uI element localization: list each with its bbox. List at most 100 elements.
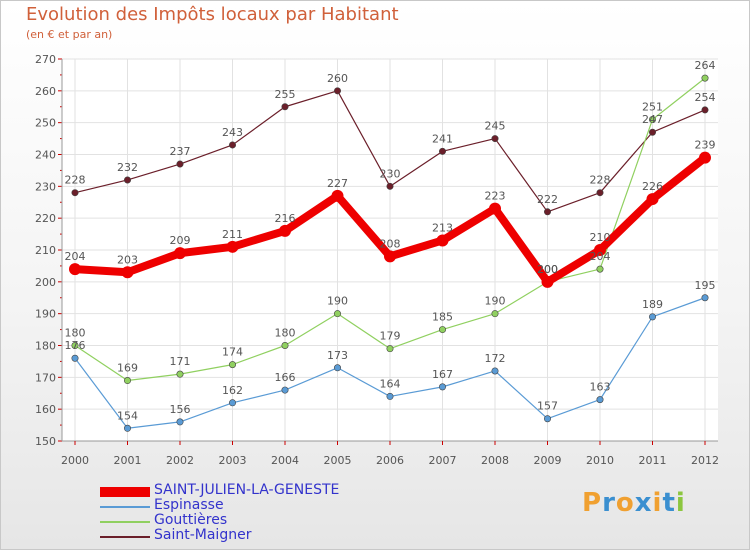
data-point xyxy=(491,310,499,318)
data-point xyxy=(648,128,656,136)
data-point xyxy=(71,341,79,349)
data-label: 164 xyxy=(380,377,401,390)
data-label: 227 xyxy=(327,177,348,190)
data-point xyxy=(491,135,499,143)
data-label: 228 xyxy=(65,174,86,187)
data-label: 185 xyxy=(432,311,453,324)
xtick-label-2011: 2011 xyxy=(639,454,667,467)
data-point xyxy=(281,386,289,394)
data-point xyxy=(386,182,394,190)
data-label: 254 xyxy=(695,91,716,104)
legend-swatch xyxy=(100,520,150,523)
legend-swatch xyxy=(100,535,150,538)
data-point xyxy=(176,160,184,168)
legend-label: Espinasse xyxy=(154,497,224,513)
data-label: 237 xyxy=(170,145,191,158)
data-label: 228 xyxy=(590,174,611,187)
data-label: 174 xyxy=(222,346,243,359)
data-point xyxy=(71,189,79,197)
data-point xyxy=(176,418,184,426)
data-label: 180 xyxy=(275,327,296,340)
legend-label: SAINT-JULIEN-LA-GENESTE xyxy=(154,482,340,498)
data-point xyxy=(699,151,711,164)
chart-subtitle: (en € et par an) xyxy=(26,28,113,41)
logo-letter: i xyxy=(675,488,686,518)
data-label: 241 xyxy=(432,132,453,145)
series-goutti-res xyxy=(71,74,709,385)
ytick-label-230: 230 xyxy=(35,180,56,193)
logo-letter: P xyxy=(582,488,603,518)
data-label: 204 xyxy=(65,250,86,263)
data-label: 210 xyxy=(590,231,611,244)
data-point xyxy=(489,202,501,215)
ytick-label-160: 160 xyxy=(35,403,56,416)
data-point xyxy=(701,74,709,82)
data-point xyxy=(543,208,551,216)
xtick-label-2002: 2002 xyxy=(166,454,194,467)
data-point xyxy=(229,361,237,369)
data-label: 223 xyxy=(485,190,506,203)
data-label: 154 xyxy=(117,409,138,422)
data-label: 179 xyxy=(380,330,401,343)
data-point xyxy=(69,263,81,276)
data-point xyxy=(281,341,289,349)
xtick-label-2012: 2012 xyxy=(691,454,719,467)
data-label: 163 xyxy=(590,381,611,394)
data-point xyxy=(386,392,394,400)
data-label: 232 xyxy=(117,161,138,174)
data-point xyxy=(701,106,709,114)
data-label: 213 xyxy=(432,221,453,234)
data-point xyxy=(229,141,237,149)
data-label: 156 xyxy=(170,403,191,416)
series-saint-maigner xyxy=(71,87,709,216)
data-label: 189 xyxy=(642,298,663,311)
data-label: 208 xyxy=(380,237,401,250)
xtick-label-2009: 2009 xyxy=(534,454,562,467)
data-point xyxy=(174,247,186,260)
data-point xyxy=(701,294,709,302)
data-point xyxy=(229,399,237,407)
logo-letter: t xyxy=(662,488,676,518)
data-point xyxy=(596,396,604,404)
data-point xyxy=(438,147,446,155)
data-label: 222 xyxy=(537,193,558,206)
labels-saint-julien-la-geneste: 204 203 209 211 216 227 208 213 223 200 210 226 239 xyxy=(65,139,716,276)
xtick-label-2010: 2010 xyxy=(586,454,614,467)
ytick-label-270: 270 xyxy=(35,53,56,66)
logo-letter: x xyxy=(634,488,653,518)
data-label: 190 xyxy=(327,295,348,308)
data-point xyxy=(226,240,239,253)
data-label: 200 xyxy=(537,263,558,276)
data-label: 171 xyxy=(170,355,191,368)
data-point xyxy=(438,326,446,334)
data-point xyxy=(279,224,291,237)
data-point xyxy=(124,424,132,432)
data-point xyxy=(386,345,394,353)
data-point xyxy=(281,103,289,111)
data-point xyxy=(176,370,184,378)
xtick-label-2008: 2008 xyxy=(481,454,509,467)
logo-letter: r xyxy=(602,488,616,518)
xtick-label-2004: 2004 xyxy=(271,454,299,467)
data-label: 260 xyxy=(327,72,348,85)
ytick-label-240: 240 xyxy=(35,149,56,162)
data-point xyxy=(646,193,659,206)
proxiti-logo: Proxiti xyxy=(582,488,686,518)
data-point xyxy=(384,250,396,263)
data-point xyxy=(596,265,604,273)
data-label: 157 xyxy=(537,400,558,413)
ytick-label-170: 170 xyxy=(35,371,56,384)
data-label: 180 xyxy=(65,327,86,340)
data-point xyxy=(648,313,656,321)
xtick-label-2003: 2003 xyxy=(219,454,247,467)
data-point xyxy=(596,189,604,197)
legend-label: Saint-Maigner xyxy=(154,527,252,543)
labels-espinasse: 176 154 156 162 166 173 164 167 172 157 163 189 195 xyxy=(65,279,716,423)
data-label: 247 xyxy=(642,113,663,126)
data-label: 169 xyxy=(117,362,138,375)
data-point xyxy=(331,189,344,202)
series-saint-julien-la-geneste xyxy=(69,151,711,288)
data-label: 226 xyxy=(642,180,663,193)
data-point xyxy=(333,87,341,95)
data-point xyxy=(491,367,499,375)
